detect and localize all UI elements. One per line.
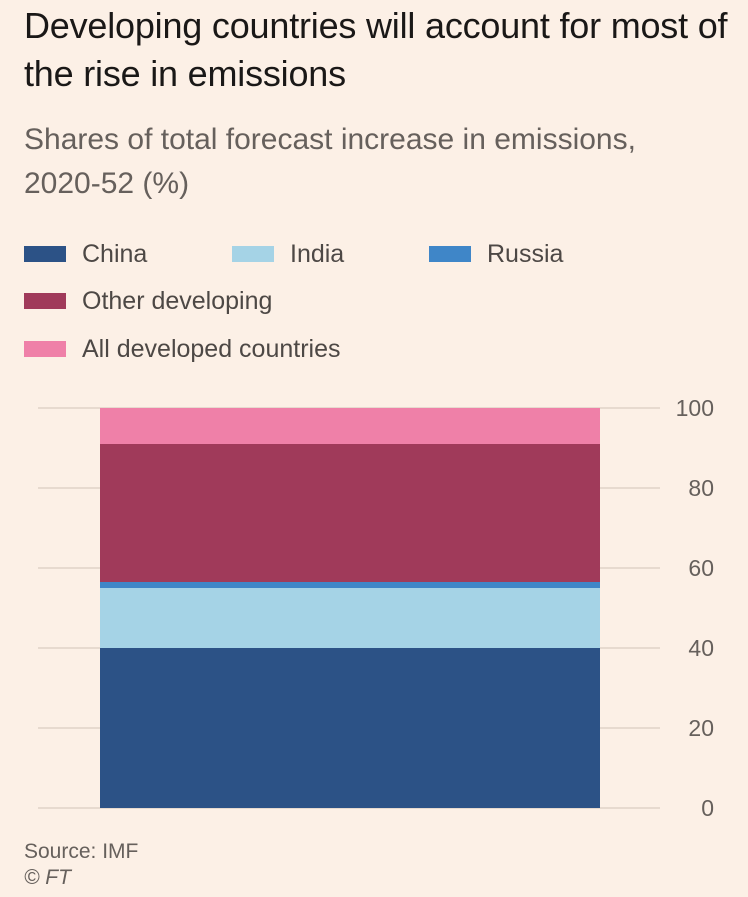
legend-swatch-india (232, 246, 274, 262)
bar-segment-other-developing (100, 444, 600, 582)
source-note: Source: IMF (24, 840, 139, 863)
legend-item-china: China (24, 238, 147, 270)
y-tick-label: 60 (688, 555, 714, 581)
legend-label: China (82, 239, 148, 268)
y-tick-label: 100 (676, 395, 714, 421)
y-tick-label: 0 (701, 795, 714, 821)
legend-label: Other developing (82, 286, 273, 315)
legend-swatch-other-developing (24, 293, 66, 309)
chart-title: Developing countries will account for mo… (24, 5, 728, 94)
legend-item-india: India (232, 238, 344, 270)
bar-segment-india (100, 588, 600, 648)
legend-label: All developed countries (82, 334, 341, 363)
y-tick-label: 20 (688, 715, 714, 741)
y-axis-ticks: 0 20 40 60 80 100 (676, 395, 714, 821)
bar-segment-all-developed-countries (100, 408, 600, 444)
credit-note: © FT (24, 866, 71, 889)
legend-item-russia: Russia (429, 238, 563, 270)
legend-label: India (290, 239, 345, 268)
y-tick-label: 80 (688, 475, 714, 501)
bar-segment-china (100, 648, 600, 808)
y-tick-label: 40 (688, 635, 714, 661)
stacked-bar-chart: 0 20 40 60 80 100 (38, 395, 714, 821)
bar-segment-russia (100, 582, 600, 588)
legend-swatch-russia (429, 246, 471, 262)
chart-subtitle: Shares of total forecast increase in emi… (24, 123, 636, 200)
legend-item-all-developed: All developed countries (24, 333, 341, 365)
legend-swatch-china (24, 246, 66, 262)
legend-item-other-developing: Other developing (24, 285, 272, 317)
bar-segments (100, 408, 600, 808)
legend-label: Russia (487, 239, 564, 268)
legend-swatch-all-developed (24, 341, 66, 357)
